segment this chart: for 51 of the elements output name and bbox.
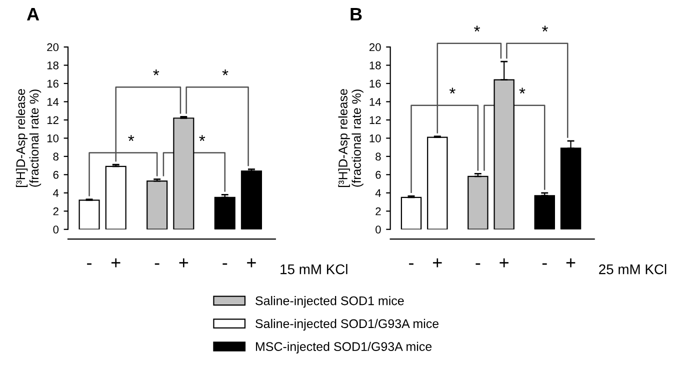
y-tick-label: 14: [370, 98, 381, 106]
text: *: [474, 26, 480, 32]
x-tick-label: -: [87, 263, 92, 265]
chart-title: B: [350, 8, 362, 20]
y-tick-label: 10: [370, 134, 381, 142]
chart-title: A: [26, 8, 40, 20]
y-tick-label: 6: [376, 170, 381, 179]
y-tick-label: 0: [376, 226, 381, 234]
y-tick-label: 12: [47, 116, 58, 124]
y-tick-label: 6: [53, 170, 58, 179]
y-tick-label: 10: [47, 134, 59, 142]
x-tick-label: +: [111, 258, 120, 268]
x-tick-label: -: [222, 263, 228, 265]
x-tick-label: +: [566, 258, 576, 268]
legend-label: Saline-injected SOD1 mice: [256, 296, 404, 308]
y-tick-label: 18: [370, 62, 381, 70]
annotation: *: [222, 69, 228, 76]
y-tick-label: 20: [47, 43, 59, 52]
y-tick-label: 16: [47, 80, 58, 88]
y-tick-label: 2: [53, 207, 58, 216]
x-tick-label: +: [247, 258, 256, 268]
y-tick-label: 12: [370, 116, 381, 124]
annotation: *: [519, 88, 526, 94]
y-tick-label: 4: [53, 189, 59, 197]
y-tick-label: 8: [53, 152, 58, 161]
y-axis-title: [³H]D-Asp release (fractional rate %): [338, 89, 364, 187]
annotation: *: [153, 69, 160, 76]
y-tick-label: 4: [375, 189, 381, 197]
y-tick-label: 0: [53, 226, 59, 234]
y-axis-title: [³H]D-Asp release (fractional rate %): [16, 89, 42, 187]
y-tick-label: 2: [376, 207, 381, 216]
x-axis-title: 15 mM KCl: [280, 264, 348, 274]
x-tick-label: -: [409, 263, 414, 265]
text: *: [542, 26, 548, 32]
y-tick-label: 18: [47, 62, 58, 70]
x-tick-label: -: [476, 263, 480, 265]
x-tick-label: +: [500, 258, 508, 268]
x-tick-label: -: [154, 263, 160, 265]
y-tick-label: 14: [47, 98, 59, 106]
legend-label: Saline-injected SOD1/G93A mice: [256, 318, 439, 331]
annotation: *: [128, 135, 134, 141]
y-tick-label: 8: [376, 152, 381, 161]
annotation: *: [449, 88, 456, 94]
annotation: *: [199, 135, 206, 141]
x-tick-label: -: [542, 263, 547, 265]
y-tick-label: 16: [370, 80, 381, 88]
x-tick-label: +: [433, 258, 442, 268]
legend-label: MSC-injected SOD1/G93A mice: [256, 342, 432, 354]
x-axis-title: 25 mM KCl: [599, 264, 666, 274]
x-tick-label: +: [179, 258, 188, 268]
y-tick-label: 20: [369, 43, 381, 52]
